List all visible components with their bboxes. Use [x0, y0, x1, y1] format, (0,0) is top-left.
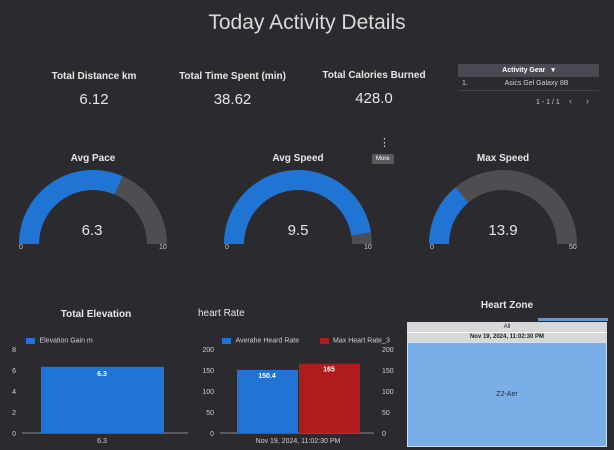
more-tooltip: More	[372, 154, 394, 164]
legend-label-avg: Averahe Heard Rate	[235, 337, 300, 345]
gauge-fill	[19, 170, 123, 245]
gauge-value-avg-speed: 9.5	[287, 222, 309, 239]
gauge-max-avg-pace: 10	[159, 244, 167, 251]
table-header-label: Activity Gear	[502, 67, 546, 74]
bar-max-heart-rate[interactable]	[299, 363, 360, 433]
activity-gear-table: Activity Gear ▾ 1. Asics Gel Galaxy 8B 1…	[458, 64, 599, 113]
kpi-calories-value: 428.0	[355, 90, 393, 107]
y-tick-label: 4	[12, 389, 16, 396]
heart-rate-chart: 200 150 100 50 0 200 150 100 50 0 150.4 165 Nov 19,…	[202, 347, 393, 445]
bar-value-label: 165	[323, 367, 335, 374]
heart-rate-bars: 150.4 165 Nov 19, 2024, 11:02:30 PM	[237, 363, 360, 445]
row-index: 1.	[462, 80, 468, 87]
heart-zone-scroll-indicator	[538, 318, 608, 321]
bar-value-label: 150.4	[258, 373, 276, 380]
gauge-title-avg-pace: Avg Pace	[70, 153, 116, 164]
elevation-bars: 6.3 6.3	[41, 366, 164, 445]
legend-swatch-avg	[222, 337, 231, 344]
legend-swatch	[26, 337, 35, 344]
next-page-icon[interactable]: ›	[586, 96, 589, 106]
y-tick-label: 0	[210, 431, 214, 438]
gauge-value-max-speed: 13.9	[488, 222, 518, 239]
heart-zone-title: Heart Zone	[480, 300, 534, 311]
y-tick-label: 200	[202, 347, 214, 354]
gauge-value-avg-pace: 6.3	[81, 222, 103, 239]
gauge-avg-speed	[224, 170, 372, 245]
y-tick-label: 6	[12, 368, 16, 375]
page-title: Today Activity Details	[208, 11, 406, 34]
pagination-text: 1 - 1 / 1	[536, 99, 560, 106]
y2-tick-label: 50	[382, 410, 390, 417]
legend-label: Elevation Gain m	[39, 337, 93, 345]
gauges-svg	[19, 170, 577, 245]
x-tick-label: Nov 19, 2024, 11:02:30 PM	[256, 438, 341, 445]
bar-elevation[interactable]	[41, 366, 164, 433]
gauge-max-max-speed: 50	[569, 244, 577, 251]
y-tick-label: 100	[202, 389, 214, 396]
kpi-calories-label: Total Calories Burned	[322, 70, 426, 81]
legend-label-max: Max Heart Rate_3	[333, 337, 390, 345]
elevation-legend: Elevation Gain m	[26, 332, 93, 350]
y2-tick-label: 150	[382, 368, 394, 375]
kpi-time-value: 38.62	[213, 91, 252, 108]
heart-zone-treemap: All Nov 19, 2024, 11:02:30 PM Z2-Aer	[407, 322, 607, 447]
elevation-chart: 8 6 4 2 0 6.3 6.3	[12, 347, 188, 445]
gauge-avg-pace	[19, 170, 167, 245]
gauge-min-max-speed: 0	[430, 244, 434, 251]
treemap-zone-label: Z2-Aer	[496, 391, 518, 398]
y-tick-label: 8	[12, 347, 16, 354]
y-tick-label: 2	[12, 410, 16, 417]
treemap-date-header[interactable]: Nov 19, 2024, 11:02:30 PM	[407, 333, 607, 342]
legend-swatch-max	[319, 337, 329, 344]
heart-legend: Averahe Heard Rate Max Heart Rate_3	[222, 332, 390, 350]
y2-tick-label: 0	[382, 431, 386, 438]
gauge-fill	[224, 170, 372, 245]
y-tick-label: 150	[202, 368, 214, 375]
elevation-chart-title: Total Elevation	[60, 309, 132, 320]
gauge-title-avg-speed: Avg Speed	[272, 153, 324, 164]
gauge-fill	[429, 187, 469, 245]
gauge-title-max-speed: Max Speed	[476, 153, 530, 164]
y2-tick-label: 200	[382, 347, 394, 354]
pagination: 1 - 1 / 1 ‹ ›	[458, 91, 599, 113]
treemap-zone-cell[interactable]: Z2-Aer	[407, 342, 607, 447]
gauge-max-avg-speed: 10	[364, 244, 372, 251]
y-tick-label: 0	[12, 431, 16, 438]
y2-tick-label: 100	[382, 389, 394, 396]
previous-page-icon[interactable]: ‹	[569, 96, 572, 106]
heart-rate-axis: 200 150 100 50 0 200 150 100 50 0	[202, 347, 393, 438]
more-vert-icon[interactable]: ⋮	[379, 137, 390, 149]
y-tick-label: 50	[206, 410, 214, 417]
table-header[interactable]: Activity Gear ▾	[458, 64, 599, 77]
sort-down-icon[interactable]: ▾	[551, 67, 555, 74]
gauge-min-avg-speed: 0	[225, 244, 229, 251]
bar-avg-heart-rate[interactable]	[237, 369, 298, 433]
kpi-distance-label: Total Distance km	[51, 71, 137, 82]
treemap-all-header[interactable]: All	[407, 322, 607, 333]
kpi-time-label: Total Time Spent (min)	[179, 71, 286, 82]
heart-rate-chart-title: heart Rate	[198, 308, 245, 319]
row-value: Asics Gel Galaxy 8B	[504, 80, 569, 87]
table-row[interactable]: 1. Asics Gel Galaxy 8B	[458, 77, 599, 91]
kpi-distance-value: 6.12	[79, 91, 109, 108]
x-tick-label: 6.3	[97, 438, 107, 445]
gauge-min-avg-pace: 0	[19, 244, 23, 251]
gauge-max-speed	[429, 170, 577, 245]
bar-value-label: 6.3	[97, 371, 107, 378]
